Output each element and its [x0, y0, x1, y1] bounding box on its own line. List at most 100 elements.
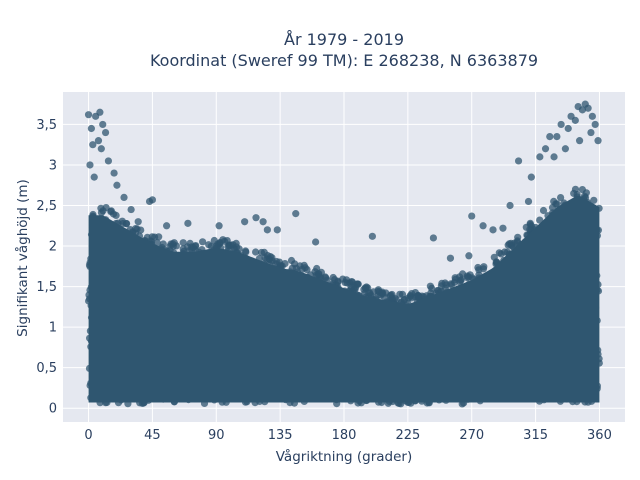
data-point: [428, 284, 436, 292]
data-point: [571, 185, 580, 193]
data-point: [86, 161, 94, 169]
data-point: [329, 273, 337, 282]
data-point: [480, 263, 488, 271]
data-point: [107, 207, 115, 215]
y-tick-label: 2: [49, 240, 57, 255]
data-point: [465, 252, 473, 260]
data-point: [446, 254, 455, 262]
data-point: [457, 276, 465, 285]
data-point: [468, 212, 476, 220]
data-point: [90, 173, 98, 181]
data-point: [587, 128, 595, 137]
data-point: [571, 116, 579, 124]
y-tick-label: 1,5: [36, 280, 57, 295]
data-point: [522, 223, 530, 231]
data-point: [513, 237, 522, 245]
x-tick-label: 180: [332, 428, 357, 443]
data-point: [148, 196, 157, 204]
data-point: [527, 173, 535, 181]
data-point: [268, 254, 276, 262]
data-point: [252, 214, 260, 222]
data-point: [582, 189, 591, 197]
data-point: [447, 280, 455, 288]
y-tick-label: 3,5: [36, 118, 57, 133]
data-point: [241, 218, 249, 226]
data-point: [499, 224, 507, 232]
y-tick-label: 2,5: [36, 199, 57, 214]
chart-title-line-2: Koordinat (Sweref 99 TM): E 268238, N 63…: [150, 51, 538, 70]
x-tick-label: 360: [587, 428, 612, 443]
y-tick-label: 0,5: [36, 361, 57, 376]
data-point: [99, 120, 107, 129]
data-point: [514, 157, 523, 165]
data-point: [451, 275, 459, 284]
data-point: [489, 226, 497, 234]
data-point: [365, 289, 373, 297]
chart-title-line-1: År 1979 - 2019: [284, 30, 404, 49]
data-point: [110, 169, 118, 177]
data-point: [400, 296, 408, 304]
data-point: [134, 218, 142, 226]
data-point: [214, 241, 223, 249]
data-point: [505, 240, 513, 248]
data-point: [112, 211, 120, 219]
data-point: [143, 233, 151, 241]
data-point: [151, 233, 159, 241]
data-point: [312, 271, 320, 279]
data-point: [257, 248, 266, 257]
data-point: [221, 237, 229, 245]
data-point: [536, 153, 544, 161]
data-point: [259, 218, 267, 226]
data-point: [561, 145, 569, 153]
y-axis-ticks: 0 0,5 1 1,5 2 2,5 3 3,5: [36, 118, 57, 417]
data-point: [578, 106, 587, 114]
data-points: [84, 100, 603, 408]
data-point: [227, 241, 235, 249]
data-point: [207, 242, 215, 250]
data-point: [553, 132, 561, 141]
data-point: [588, 112, 596, 120]
data-point: [341, 279, 349, 287]
data-point: [438, 279, 446, 287]
data-point: [550, 153, 558, 161]
data-point: [429, 234, 438, 242]
y-tick-label: 3: [49, 158, 57, 173]
data-point: [594, 137, 602, 145]
data-point: [407, 294, 416, 302]
x-tick-label: 90: [208, 428, 225, 443]
x-tick-label: 225: [395, 428, 420, 443]
data-point: [541, 145, 550, 153]
data-point: [96, 108, 104, 116]
data-point: [564, 124, 572, 133]
data-point: [153, 239, 161, 247]
data-point: [557, 120, 565, 129]
data-point: [301, 264, 309, 272]
data-point: [252, 248, 260, 256]
data-point: [557, 194, 565, 202]
data-point: [87, 124, 95, 133]
data-point: [263, 226, 271, 234]
data-point: [479, 222, 487, 230]
data-point: [159, 240, 167, 248]
data-point: [118, 217, 126, 225]
data-point: [552, 200, 560, 208]
data-point: [101, 128, 110, 137]
data-point: [113, 181, 121, 189]
x-axis-ticks: 0 45 90 135 180 225 270 315 360: [84, 428, 611, 443]
dense-point-region: [88, 195, 600, 403]
data-point: [354, 280, 362, 288]
data-point: [506, 201, 514, 210]
data-point: [163, 222, 171, 230]
data-point: [312, 238, 320, 246]
data-point: [104, 157, 113, 165]
data-point: [466, 271, 474, 279]
x-tick-label: 315: [523, 428, 548, 443]
x-axis-title: Vågriktning (grader): [276, 448, 413, 465]
data-point: [215, 222, 223, 230]
data-point: [84, 111, 93, 119]
data-point: [94, 137, 103, 145]
data-point: [184, 219, 192, 227]
data-point: [120, 193, 128, 202]
data-point: [388, 294, 396, 302]
